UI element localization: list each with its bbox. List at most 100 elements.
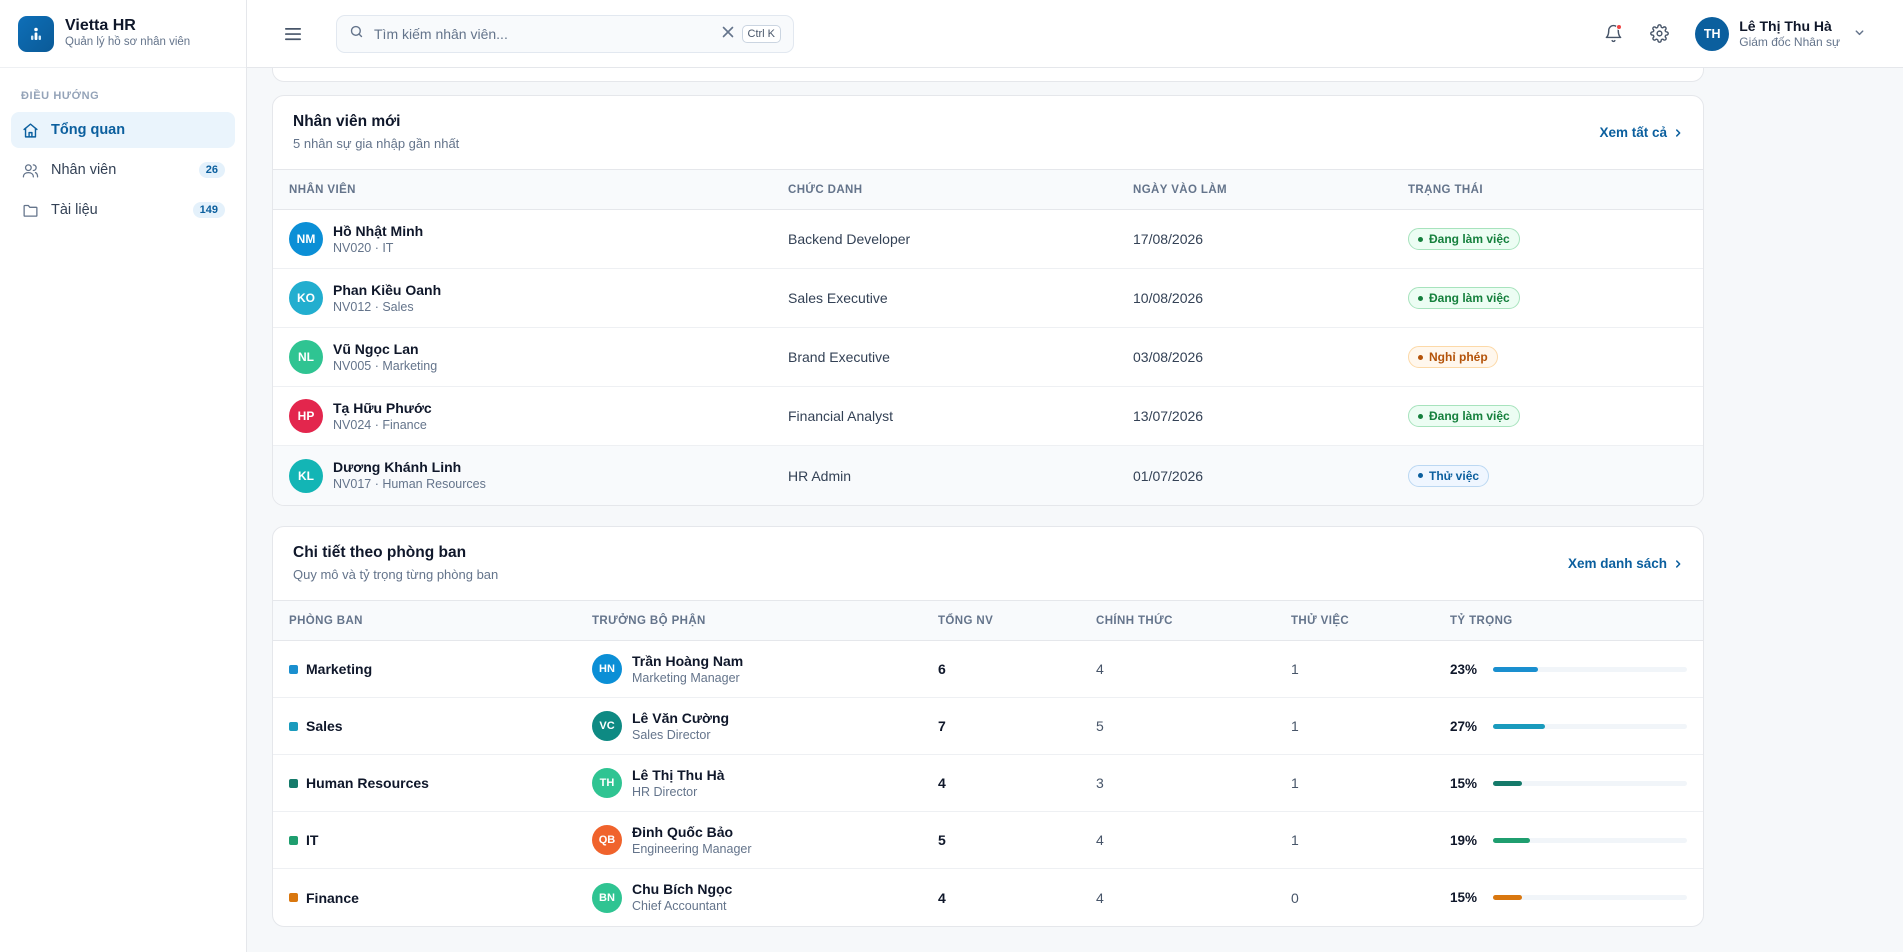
shortcut-hint: Ctrl K bbox=[741, 24, 781, 43]
probation-count: 1 bbox=[1291, 661, 1299, 677]
head-name: Lê Văn Cường bbox=[632, 709, 730, 726]
employee-name[interactable]: Vũ Ngọc Lan bbox=[333, 340, 419, 357]
view-all-link[interactable]: Xem tất cả bbox=[1599, 125, 1683, 140]
department-name[interactable]: IT bbox=[306, 832, 319, 848]
department-color-swatch bbox=[289, 893, 298, 902]
total-employees: 4 bbox=[938, 775, 946, 791]
avatar: QB bbox=[592, 825, 622, 855]
total-employees: 7 bbox=[938, 718, 946, 734]
sidebar-item-documents[interactable]: Tài liệu 149 bbox=[11, 192, 235, 228]
table-row[interactable]: KL Dương Khánh Linh NV017 · Human Resource… bbox=[273, 446, 1703, 505]
card-subtitle: 5 nhân sự gia nhập gần nhất bbox=[293, 136, 460, 151]
sidebar-item-overview[interactable]: Tổng quan bbox=[11, 112, 235, 148]
folder-icon bbox=[21, 201, 39, 219]
head-title: Marketing Manager bbox=[632, 670, 740, 685]
status-label: Nghỉ phép bbox=[1429, 350, 1488, 364]
head-info: Đinh Quốc Bảo Engineering Manager bbox=[632, 823, 752, 858]
table-row[interactable]: Marketing HN Trần Hoàng Nam Marketing Manag… bbox=[273, 641, 1703, 698]
settings-button[interactable] bbox=[1641, 16, 1677, 52]
official-count: 5 bbox=[1096, 718, 1104, 734]
sidebar-item-label: Tài liệu bbox=[51, 202, 98, 218]
department-color-swatch bbox=[289, 835, 298, 845]
status-badge: Đang làm việc bbox=[1408, 228, 1520, 250]
department-color-swatch bbox=[289, 778, 298, 788]
employee-name[interactable]: Hồ Nhật Minh bbox=[333, 222, 424, 239]
head-info: Lê Văn Cường Sales Director bbox=[632, 709, 729, 744]
total-employees: 4 bbox=[938, 889, 946, 906]
chevron-down-icon bbox=[1854, 25, 1865, 43]
nav-section-label: ĐIỀU HƯỚNG bbox=[21, 90, 100, 102]
user-role: Giám đốc Nhân sự bbox=[1739, 34, 1840, 49]
ratio-cell: 15% bbox=[1434, 890, 1687, 905]
start-date: 10/08/2026 bbox=[1133, 290, 1204, 306]
status-label: Đang làm việc bbox=[1429, 291, 1510, 305]
probation-count: 0 bbox=[1291, 889, 1299, 906]
department-color-swatch bbox=[289, 721, 298, 731]
brand-title: Vietta HR bbox=[65, 17, 136, 34]
column-header: Tổng NV bbox=[938, 614, 994, 627]
status-cell: Thử việc bbox=[1392, 464, 1490, 487]
clear-search-icon[interactable] bbox=[722, 25, 734, 43]
head-info: Lê Thị Thu Hà HR Director bbox=[632, 766, 725, 801]
table-header: Phòng ban Trưởng bộ phận Tổng NV Chính t… bbox=[273, 601, 1703, 641]
department-name[interactable]: Finance bbox=[306, 889, 359, 906]
brand-subtitle: Quản lý hồ sơ nhân viên bbox=[65, 36, 191, 48]
head-name: Trần Hoàng Nam bbox=[632, 652, 744, 669]
sidebar-item-employees[interactable]: Nhân viên 26 bbox=[11, 152, 235, 188]
job-title: Brand Executive bbox=[788, 349, 890, 365]
department-name[interactable]: Marketing bbox=[306, 661, 373, 677]
table-row[interactable]: Sales VC Lê Văn Cường Sales Director 7 5 1 27% bbox=[273, 698, 1703, 755]
employee-cell: NL Vũ Ngọc Lan NV005 · Marketing bbox=[273, 340, 772, 375]
status-dot bbox=[1418, 236, 1423, 242]
avatar: KO bbox=[289, 281, 323, 315]
employee-info: Tạ Hữu Phước NV024 · Finance bbox=[333, 399, 432, 434]
user-name: Lê Thị Thu Hà bbox=[1739, 17, 1832, 34]
table-row[interactable]: HP Tạ Hữu Phước NV024 · Finance Financial A… bbox=[273, 387, 1703, 446]
employee-meta: NV024 · Finance bbox=[333, 417, 427, 432]
users-icon bbox=[21, 161, 39, 179]
user-menu[interactable]: TH Lê Thị Thu Hà Giám đốc Nhân sự bbox=[1695, 16, 1865, 51]
official-count: 3 bbox=[1096, 775, 1104, 791]
table-row[interactable]: NL Vũ Ngọc Lan NV005 · Marketing Brand Exec… bbox=[273, 328, 1703, 387]
avatar: BN bbox=[592, 882, 622, 913]
department-name[interactable]: Human Resources bbox=[306, 775, 429, 791]
status-label: Thử việc bbox=[1429, 468, 1480, 483]
table-row[interactable]: KO Phan Kiều Oanh NV012 · Sales Sales Execu… bbox=[273, 269, 1703, 328]
department-name[interactable]: Sales bbox=[306, 718, 343, 734]
sidebar: Vietta HR Quản lý hồ sơ nhân viên ĐIỀU H… bbox=[0, 0, 247, 952]
column-header: Nhân viên bbox=[289, 183, 356, 196]
ratio-value: 19% bbox=[1450, 832, 1478, 848]
employee-name[interactable]: Tạ Hữu Phước bbox=[333, 399, 432, 416]
department-name-cell: Human Resources bbox=[273, 775, 576, 791]
employee-name[interactable]: Dương Khánh Linh bbox=[333, 459, 462, 475]
department-head-cell: QB Đinh Quốc Bảo Engineering Manager bbox=[576, 823, 922, 858]
brand[interactable]: Vietta HR Quản lý hồ sơ nhân viên bbox=[0, 0, 246, 68]
status-label: Đang làm việc bbox=[1429, 409, 1510, 423]
probation-count: 1 bbox=[1291, 775, 1299, 791]
gear-icon bbox=[1649, 24, 1669, 43]
notification-button[interactable] bbox=[1595, 16, 1631, 52]
home-icon bbox=[21, 121, 39, 139]
brand-logo-icon bbox=[18, 15, 54, 52]
ratio-cell: 27% bbox=[1434, 719, 1687, 734]
table-row[interactable]: IT QB Đinh Quốc Bảo Engineering Manager 5 4 1 1… bbox=[273, 812, 1703, 869]
status-dot bbox=[1418, 413, 1423, 419]
status-label: Đang làm việc bbox=[1429, 232, 1510, 246]
view-list-link[interactable]: Xem danh sách bbox=[1568, 556, 1683, 571]
status-badge: Nghỉ phép bbox=[1408, 346, 1498, 368]
employee-cell: KL Dương Khánh Linh NV017 · Human Resource… bbox=[273, 458, 772, 493]
ratio-value: 27% bbox=[1450, 718, 1478, 734]
ratio-value: 15% bbox=[1450, 775, 1478, 791]
employee-name[interactable]: Phan Kiều Oanh bbox=[333, 281, 442, 298]
column-header: Tỷ trọng bbox=[1450, 614, 1513, 627]
search-input[interactable] bbox=[374, 25, 722, 42]
count-badge: 26 bbox=[198, 162, 225, 178]
start-date: 03/08/2026 bbox=[1133, 349, 1204, 365]
status-cell: Nghỉ phép bbox=[1392, 346, 1498, 368]
employee-meta: NV005 · Marketing bbox=[333, 358, 438, 373]
table-row[interactable]: NM Hồ Nhật Minh NV020 · IT Backend Develope… bbox=[273, 210, 1703, 269]
menu-icon[interactable] bbox=[282, 22, 306, 46]
ratio-bar-track bbox=[1493, 837, 1687, 843]
table-row[interactable]: Finance BN Chu Bích Ngọc Chief Accountant 4 4… bbox=[273, 869, 1703, 926]
table-row[interactable]: Human Resources TH Lê Thị Thu Hà HR Directo… bbox=[273, 755, 1703, 812]
